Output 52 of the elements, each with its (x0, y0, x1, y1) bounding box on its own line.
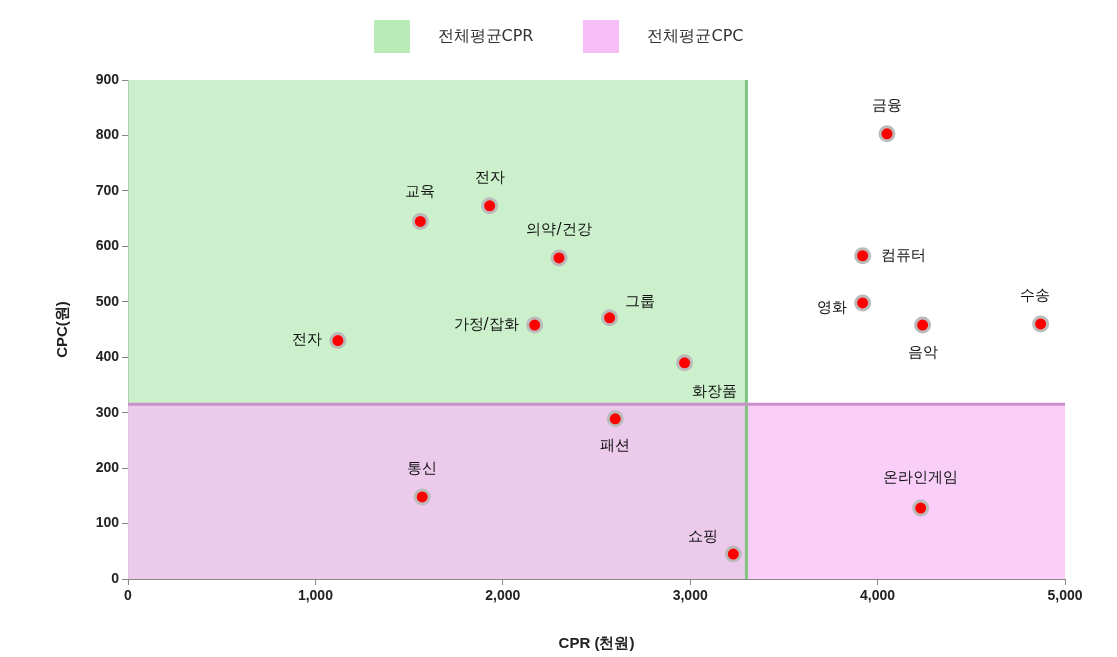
annotation: 패션 (600, 435, 631, 454)
y-tick-label: 100 (95, 514, 120, 531)
annotation: 의약/건강 (526, 219, 592, 238)
annotation: 전자 (291, 330, 322, 349)
point (878, 125, 896, 143)
annotation: 통신 (407, 458, 438, 477)
point (413, 488, 431, 506)
x-tick-label: 4,000 (860, 587, 896, 604)
annotation: 그룹 (624, 291, 655, 310)
point (854, 247, 872, 265)
point (526, 316, 544, 334)
x-tick-label: 1,000 (297, 587, 334, 604)
annotation: 컴퓨터 (880, 245, 926, 264)
y-tick-label: 200 (95, 458, 120, 475)
point (606, 410, 624, 428)
x-axis-title: CPR (천원) (558, 634, 635, 652)
point (724, 545, 742, 563)
point (329, 332, 347, 350)
y-tick-label: 600 (95, 237, 120, 254)
point (601, 309, 619, 327)
point (854, 294, 872, 312)
annotation: 영화 (816, 297, 847, 316)
annotation: 금융 (871, 95, 902, 114)
annotation: 음악 (907, 342, 938, 361)
y-tick-label: 900 (95, 70, 120, 87)
annotation: 쇼핑 (688, 526, 719, 545)
x-tick-label: 2,000 (485, 587, 521, 604)
y-tick-label: 800 (95, 126, 120, 143)
x-tick-label: 0 (124, 587, 133, 604)
y-axis-title: CPC(원) (53, 301, 71, 358)
legend-label: 전체평균CPC (647, 26, 744, 47)
y-tick-label: 0 (111, 569, 120, 586)
annotation: 교육 (405, 182, 436, 201)
annotation: 수송 (1019, 285, 1050, 304)
point (550, 249, 568, 267)
point (1032, 315, 1050, 333)
legend-label: 전체평균CPR (437, 26, 534, 47)
y-tick-label: 700 (95, 181, 120, 198)
x-tick-label: 5,000 (1047, 587, 1083, 604)
annotation: 전자 (474, 167, 505, 186)
point (676, 354, 694, 372)
annotation: 가정/잡화 (453, 314, 519, 333)
annotation: 온라인게임 (883, 467, 959, 486)
point (411, 212, 429, 230)
y-tick-label: 500 (95, 292, 120, 309)
point (914, 316, 932, 334)
y-tick-label: 400 (95, 348, 120, 365)
point (912, 499, 930, 517)
point (481, 197, 499, 215)
x-tick-label: 3,000 (672, 587, 708, 604)
annotation: 화장품 (692, 381, 738, 400)
y-tick-label: 300 (95, 403, 120, 420)
